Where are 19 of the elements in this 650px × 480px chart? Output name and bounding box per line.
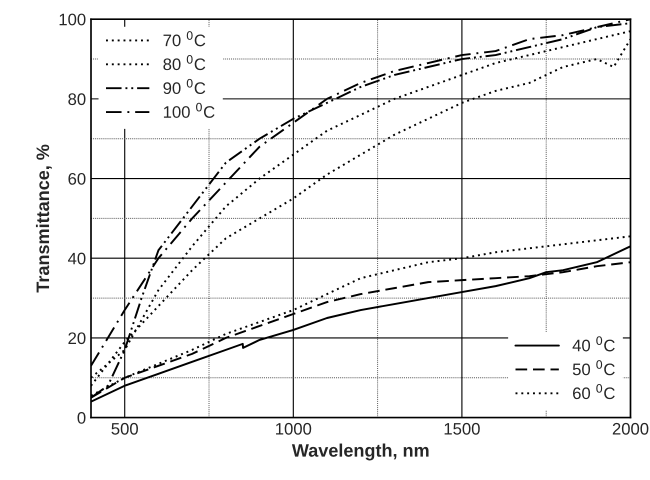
y-tick-label: 80 xyxy=(68,93,86,106)
legend-label: 90 $^{0}$C xyxy=(163,78,206,94)
legend-label: 70 $^{0}$C xyxy=(164,31,206,46)
x-tick-label: 1500 xyxy=(444,422,480,435)
legend-label: 60 $^{0}$C xyxy=(573,384,615,400)
y-axis-title: Transmittance, % xyxy=(36,144,52,292)
y-tick-label: 40 xyxy=(68,252,86,264)
x-tick-label: 1000 xyxy=(276,422,312,435)
y-tick-label: 60 xyxy=(68,172,86,185)
x-axis-title: Wavelength, nm xyxy=(292,444,429,460)
y-tick-label: 100 xyxy=(60,14,86,26)
legend-label: 40 $^{0}$C xyxy=(572,336,615,352)
legend-label: 50 $^{0}$C xyxy=(572,360,615,376)
legend-label: 80 $^{0}$C xyxy=(163,54,206,70)
legend-label: 100 $^{0}$C xyxy=(164,102,215,118)
y-tick-label: 20 xyxy=(68,332,86,344)
y-tick-label: 0 xyxy=(78,412,86,424)
x-tick-label: 2000 xyxy=(612,422,648,435)
x-tick-label: 500 xyxy=(111,422,138,435)
